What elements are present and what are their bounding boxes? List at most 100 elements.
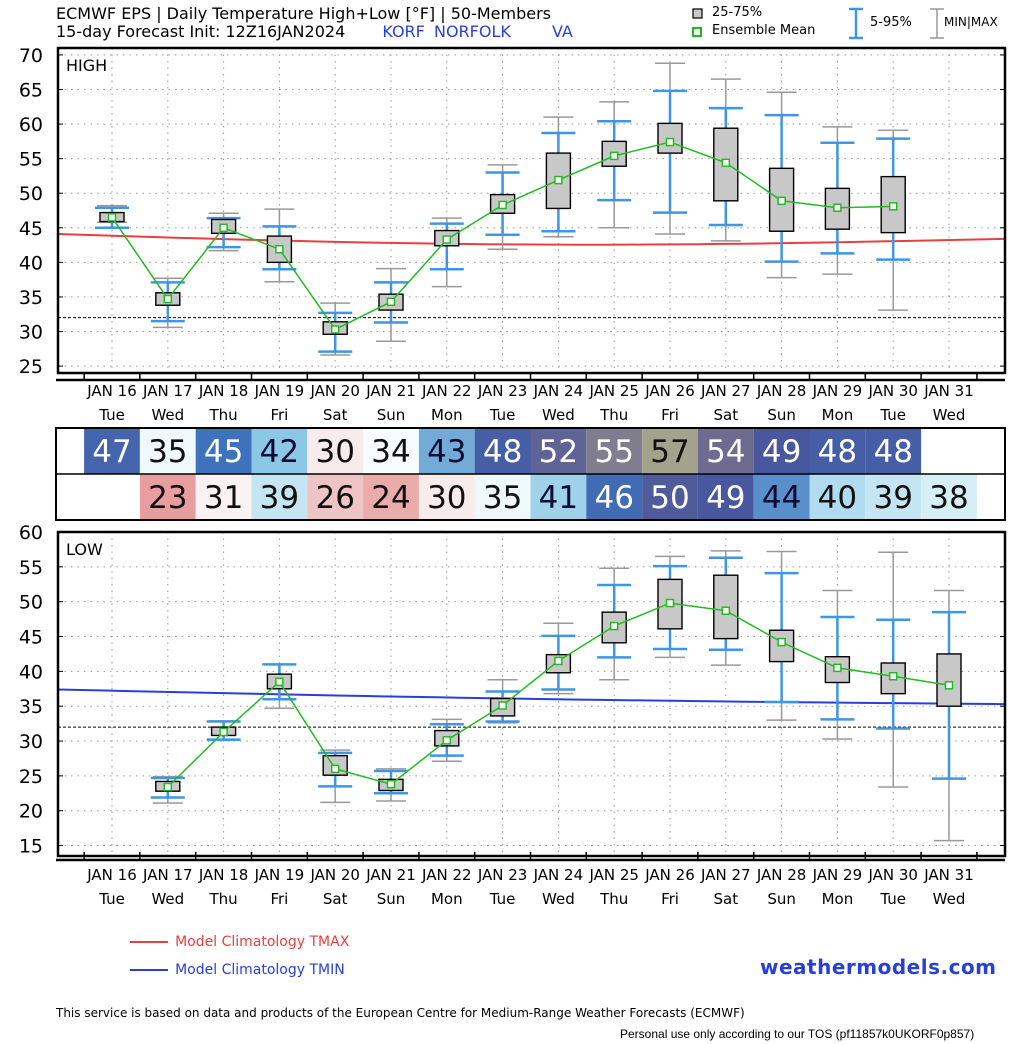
x-weekday-label: Mon [822,406,854,424]
daily-low-value: 44 [762,480,801,516]
daily-low-value: 38 [929,480,968,516]
x-weekday-label: Thu [599,406,628,424]
x-weekday-label: Thu [209,406,238,424]
y-tick-label: 40 [19,661,43,683]
daily-low-value: 26 [315,480,354,516]
y-tick-label: 55 [19,149,43,171]
daily-low-cell [195,474,252,520]
x-tick-label: JAN 20 [309,866,360,884]
tos-note: Personal use only according to our TOS (… [620,1027,975,1041]
climatology-line-low [57,688,1006,706]
ensemble-mean-point [833,663,842,673]
daily-low-cell [753,474,810,520]
x-weekday-label: Sun [377,890,406,908]
daily-high-cell [474,428,531,474]
ensemble-mean-point [442,736,452,745]
ensemble-mean-point [721,158,731,168]
daily-low-cell [307,474,364,520]
x-tick-label: JAN 16 [86,866,137,884]
daily-high-cell [418,428,475,474]
daily-low-value: 49 [706,480,745,516]
daily-high-value: 42 [260,434,299,470]
x-weekday-label: Fri [661,890,679,908]
x-weekday-label: Thu [209,890,238,908]
x-weekday-label: Fri [270,406,288,424]
x-tick-label: JAN 23 [477,866,528,884]
x-weekday-label: Sat [323,890,348,908]
daily-low-value: 23 [148,480,187,516]
y-tick-label: 25 [19,356,43,378]
x-tick-label: JAN 29 [812,382,863,400]
daily-low-cell [697,474,754,520]
x-tick-label: JAN 22 [421,382,472,400]
y-tick-label: 65 [19,79,43,101]
station-state: VA [551,22,573,41]
ensemble-mean-point [219,727,228,737]
x-tick-label: JAN 19 [254,382,305,400]
y-tick-label: 45 [19,218,43,240]
ensemble-mean-point [721,606,731,615]
x-tick-label: JAN 31 [923,382,974,400]
daily-high-value: 45 [204,434,243,470]
x-weekday-label: Wed [151,406,184,424]
daily-high-cell [642,428,698,474]
station-id: KORF [382,22,425,41]
daily-low-value: 39 [873,480,912,516]
x-weekday-label: Sun [767,406,796,424]
daily-high-cell [753,428,810,474]
daily-high-value: 48 [483,434,522,470]
y-tick-label: 50 [19,183,43,205]
legend-minmax-swatch [930,8,944,39]
daily-high-cell [865,428,922,474]
plot-frame-high [56,46,1007,375]
x-weekday-label: Sun [767,890,796,908]
x-tick-label: JAN 18 [198,866,249,884]
x-tick-label: JAN 27 [700,382,751,400]
x-weekday-label: Fri [661,406,679,424]
x-tick-label: JAN 20 [309,382,360,400]
daily-high-value: 54 [706,434,745,470]
ensemble-mean-point [609,621,619,631]
daily-high-value: 47 [92,434,131,470]
daily-low-value: 30 [427,480,466,516]
legend-mean-label: Ensemble Mean [712,23,816,38]
ensemble-mean-point [554,656,563,666]
iqr-box [601,611,627,644]
x-weekday-label: Tue [879,406,906,424]
x-weekday-label: Wed [933,890,966,908]
daily-high-cell [307,428,364,474]
daily-high-value: 49 [762,434,801,470]
x-tick-label: JAN 21 [365,866,416,884]
daily-low-cell [921,474,977,520]
ensemble-mean-point [107,213,117,222]
ensemble-mean-point [777,196,786,206]
ensemble-mean-point [386,779,396,789]
station-name: NORFOLK [433,22,511,41]
daily-low-cell [586,474,643,520]
eps-chart: 25 30 35 40 45 50 55 60 65 70 HIGH JAN 16 Tue JAN 17 W… [19,45,1007,908]
x-weekday-label: Tue [98,890,125,908]
ensemble-mean-point [777,637,786,647]
legend-minmax-label: MIN|MAX [944,15,998,29]
x-weekday-label: Mon [431,406,463,424]
x-tick-label: JAN 26 [644,866,695,884]
y-tick-label: 35 [19,696,43,718]
brand-link[interactable]: weathermodels.com [760,955,997,979]
daily-low-cell [809,474,866,520]
x-tick-label: JAN 31 [923,866,974,884]
x-weekday-label: Tue [98,406,125,424]
x-weekday-label: Fri [270,890,288,908]
legend-mean-swatch [692,27,702,37]
x-tick-label: JAN 24 [533,382,584,400]
ensemble-mean-point [163,782,173,792]
init-label: 15-day Forecast Init: 12Z16JAN2024 [56,22,346,41]
y-tick-label: 60 [19,114,43,136]
daily-low-cell [139,474,196,520]
y-tick-label: 70 [19,45,43,67]
y-tick-label: 55 [19,557,43,579]
daily-high-value: 52 [539,434,578,470]
x-tick-label: JAN 17 [142,382,193,400]
ensemble-mean-point [330,764,340,774]
daily-low-cell [251,474,308,520]
ensemble-mean-point [219,223,228,233]
